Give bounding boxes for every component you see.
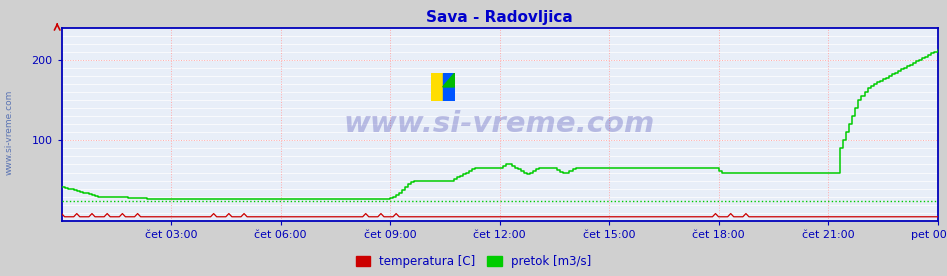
Bar xyxy=(443,73,455,101)
Title: Sava - Radovljica: Sava - Radovljica xyxy=(426,10,573,25)
Polygon shape xyxy=(443,73,455,87)
Text: www.si-vreme.com: www.si-vreme.com xyxy=(5,90,14,175)
Bar xyxy=(431,73,443,101)
Legend: temperatura [C], pretok [m3/s]: temperatura [C], pretok [m3/s] xyxy=(353,252,594,270)
Text: www.si-vreme.com: www.si-vreme.com xyxy=(344,110,655,138)
Bar xyxy=(431,87,455,101)
